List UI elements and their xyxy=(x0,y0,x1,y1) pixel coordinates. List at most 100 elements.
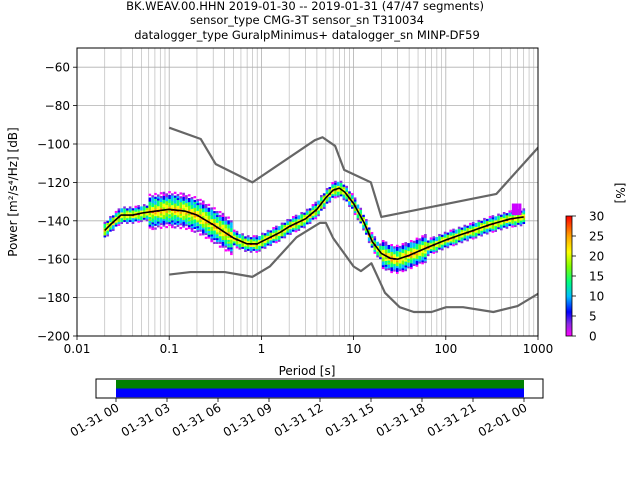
heatmap-cell xyxy=(345,195,348,198)
heatmap-cell xyxy=(415,243,419,246)
heatmap-cell xyxy=(356,206,360,209)
heatmap-cell xyxy=(390,259,393,262)
heatmap-cell xyxy=(151,202,154,206)
heatmap-cell xyxy=(443,231,447,234)
heatmap-cell xyxy=(165,193,169,196)
time-tick-label: 01-31 00 xyxy=(68,400,122,439)
heatmap-cell xyxy=(207,219,211,222)
heatmap-cell xyxy=(463,226,467,229)
heatmap-cell xyxy=(466,235,469,238)
heatmap-cell xyxy=(311,217,315,220)
heatmap-cell xyxy=(227,220,230,223)
heatmap-cell xyxy=(395,252,399,255)
heatmap-cell xyxy=(103,233,107,236)
heatmap-cell xyxy=(244,238,247,241)
heatmap-cell xyxy=(418,238,422,241)
heatmap-cell xyxy=(308,210,312,213)
heatmap-cell xyxy=(303,226,306,229)
heatmap-cell xyxy=(263,244,267,247)
heatmap-cell xyxy=(255,244,258,248)
heatmap-cell xyxy=(449,239,453,242)
heatmap-cell xyxy=(156,207,160,211)
heatmap-cell xyxy=(412,254,416,257)
heatmap-cell xyxy=(201,210,205,213)
heatmap-cell xyxy=(151,218,154,221)
heatmap-cell xyxy=(266,235,270,238)
y-tick-label: −80 xyxy=(45,99,70,113)
heatmap-cell xyxy=(286,232,289,235)
heatmap-cell xyxy=(117,214,121,217)
heatmap-cell xyxy=(393,250,396,253)
heatmap-cell xyxy=(134,211,138,214)
heatmap-cell xyxy=(120,216,124,219)
heatmap-cell xyxy=(308,208,312,211)
time-tick-label: 02-01 00 xyxy=(476,400,530,439)
heatmap-cell xyxy=(216,211,219,214)
heatmap-cell xyxy=(230,243,233,246)
heatmap-cell xyxy=(117,212,121,215)
heatmap-cell xyxy=(187,217,191,220)
heatmap-cell xyxy=(381,259,385,262)
heatmap-cell xyxy=(379,254,382,258)
heatmap-cell xyxy=(483,227,486,230)
heatmap-cell xyxy=(190,225,194,229)
heatmap-cell xyxy=(443,237,447,240)
heatmap-cell xyxy=(306,222,309,225)
heatmap-cell xyxy=(494,229,497,232)
heatmap-cell xyxy=(123,206,126,209)
heatmap-cell xyxy=(412,261,416,265)
colorbar-label: [%] xyxy=(613,183,627,204)
heatmap-cell xyxy=(140,216,143,219)
heatmap-cell xyxy=(227,216,230,219)
heatmap-cell xyxy=(294,214,298,217)
heatmap-cell xyxy=(230,231,233,234)
heatmap-cell xyxy=(213,237,216,241)
heatmap-cell xyxy=(522,219,526,223)
heatmap-cell xyxy=(190,204,194,207)
heatmap-cell xyxy=(449,229,453,232)
heatmap-cell xyxy=(201,221,205,224)
heatmap-cell xyxy=(311,209,315,213)
heatmap-cell xyxy=(246,235,250,238)
heatmap-cell xyxy=(213,214,216,218)
heatmap-cell xyxy=(159,199,163,203)
heatmap-cell xyxy=(289,232,292,235)
heatmap-cell xyxy=(421,254,424,257)
heatmap-cell xyxy=(390,247,393,251)
heatmap-cell xyxy=(291,225,295,228)
heatmap-cell xyxy=(424,243,427,246)
heatmap-cell xyxy=(283,236,287,239)
heatmap-cell xyxy=(148,214,152,218)
heatmap-cell xyxy=(258,236,261,239)
heatmap-cell xyxy=(210,236,214,239)
heatmap-cell xyxy=(415,249,419,252)
heatmap-cell xyxy=(424,249,427,252)
heatmap-cell xyxy=(252,237,256,240)
heatmap-cell xyxy=(171,202,174,206)
heatmap-cell xyxy=(424,245,427,248)
heatmap-cell xyxy=(173,212,177,216)
heatmap-cell xyxy=(218,210,222,214)
heatmap-cell xyxy=(201,227,205,230)
heatmap-cell xyxy=(235,240,239,243)
heatmap-cell xyxy=(485,228,489,231)
heatmap-cell xyxy=(336,181,340,185)
heatmap-cell xyxy=(376,255,379,258)
heatmap-cell xyxy=(179,200,183,203)
heatmap-cell xyxy=(297,215,301,218)
heatmap-cell xyxy=(263,235,267,238)
heatmap-cell xyxy=(204,213,208,216)
heatmap-cell xyxy=(109,215,112,219)
x-axis-label: Period [s] xyxy=(279,364,336,378)
heatmap-cell xyxy=(407,264,410,267)
heatmap-cell xyxy=(353,199,357,202)
heatmap-cell xyxy=(393,252,396,255)
heatmap-cell xyxy=(199,223,202,226)
heatmap-cell xyxy=(221,218,225,221)
heatmap-cell xyxy=(159,203,163,206)
heatmap-cell xyxy=(381,263,385,266)
heatmap-cell xyxy=(241,242,244,246)
heatmap-cell xyxy=(488,215,492,219)
heatmap-cell xyxy=(412,240,416,243)
